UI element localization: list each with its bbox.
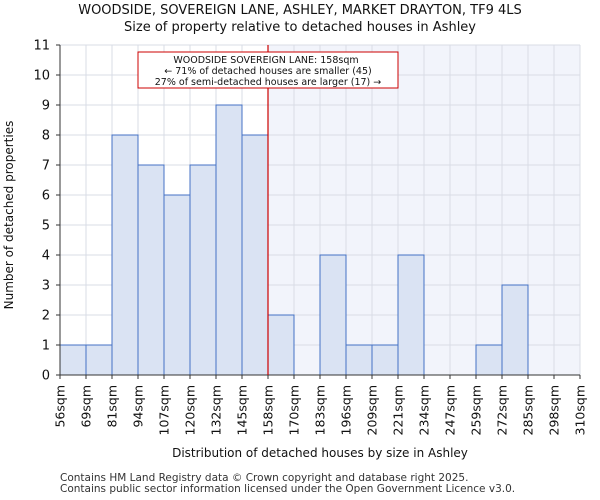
x-tick-label: 183sqm	[313, 385, 328, 435]
y-tick-label: 2	[42, 309, 50, 324]
y-tick-label: 1	[42, 339, 50, 354]
y-tick-label: 11	[33, 39, 50, 54]
x-tick-label: 247sqm	[443, 385, 458, 435]
x-tick-label: 120sqm	[183, 385, 198, 435]
bar-56sqm	[59, 344, 87, 376]
bar-107sqm	[163, 194, 191, 376]
x-axis-label: Distribution of detached houses by size …	[172, 446, 468, 460]
x-tick-label: 310sqm	[573, 385, 588, 435]
y-tick-label: 4	[42, 249, 50, 264]
bar-221sqm	[397, 254, 425, 376]
x-tick-label: 170sqm	[287, 385, 302, 435]
footer-licence: Contains public sector information licen…	[60, 483, 516, 495]
bar-196sqm	[345, 344, 373, 376]
x-tick-label: 272sqm	[495, 385, 510, 435]
bar-183sqm	[319, 254, 347, 376]
annotation-box	[137, 51, 399, 89]
bar-69sqm	[85, 344, 113, 376]
y-tick-label: 9	[42, 99, 50, 114]
x-tick-label: 209sqm	[365, 385, 380, 435]
y-tick-label: 3	[42, 279, 50, 294]
bar-81sqm	[111, 134, 139, 376]
x-tick-label: 94sqm	[131, 385, 146, 428]
x-tick-label: 145sqm	[235, 385, 250, 435]
x-tick-label: 69sqm	[79, 385, 94, 428]
annotation-line: WOODSIDE SOVEREIGN LANE: 158sqm	[173, 55, 358, 66]
x-tick-label: 285sqm	[521, 385, 536, 435]
y-tick-label: 7	[42, 159, 50, 174]
bar-chart: 0 1 2 3 4 5 6 7 8 9 10 11 56sqm 69sqm 81sqm 94sqm 107sq…	[2, 39, 588, 461]
x-tick-label: 234sqm	[417, 385, 432, 435]
x-tick-label: 259sqm	[469, 385, 484, 435]
x-tick-label: 158sqm	[261, 385, 276, 435]
x-tick-label: 298sqm	[547, 385, 562, 435]
bar-145sqm	[241, 134, 269, 376]
x-tick-label: 196sqm	[339, 385, 354, 435]
y-tick-label: 0	[42, 369, 50, 384]
x-tick-label: 81sqm	[105, 385, 120, 428]
chart-title-address: WOODSIDE, SOVEREIGN LANE, ASHLEY, MARKET…	[78, 3, 522, 18]
y-axis-label: Number of detached properties	[2, 121, 16, 310]
footer-copyright: Contains HM Land Registry data © Crown c…	[60, 472, 469, 484]
bar-259sqm	[475, 344, 503, 376]
bar-120sqm	[189, 164, 217, 376]
chart-subtitle: Size of property relative to detached ho…	[124, 20, 476, 35]
annotation-line: ← 71% of detached houses are smaller (45…	[164, 66, 371, 77]
x-tick-label: 132sqm	[209, 385, 224, 435]
bar-209sqm	[371, 344, 399, 376]
y-tick-label: 8	[42, 129, 50, 144]
bar-158sqm	[267, 314, 295, 376]
bar-272sqm	[501, 284, 529, 376]
x-tick-label: 221sqm	[391, 385, 406, 435]
annotation-line: 27% of semi-detached houses are larger (…	[155, 77, 382, 88]
x-tick-label: 107sqm	[157, 385, 172, 435]
y-tick-label: 5	[42, 219, 50, 234]
y-tick-label: 10	[33, 69, 50, 84]
x-tick-label: 56sqm	[53, 385, 68, 428]
bar-94sqm	[137, 164, 165, 376]
y-tick-label: 6	[42, 189, 50, 204]
bar-132sqm	[215, 104, 243, 376]
